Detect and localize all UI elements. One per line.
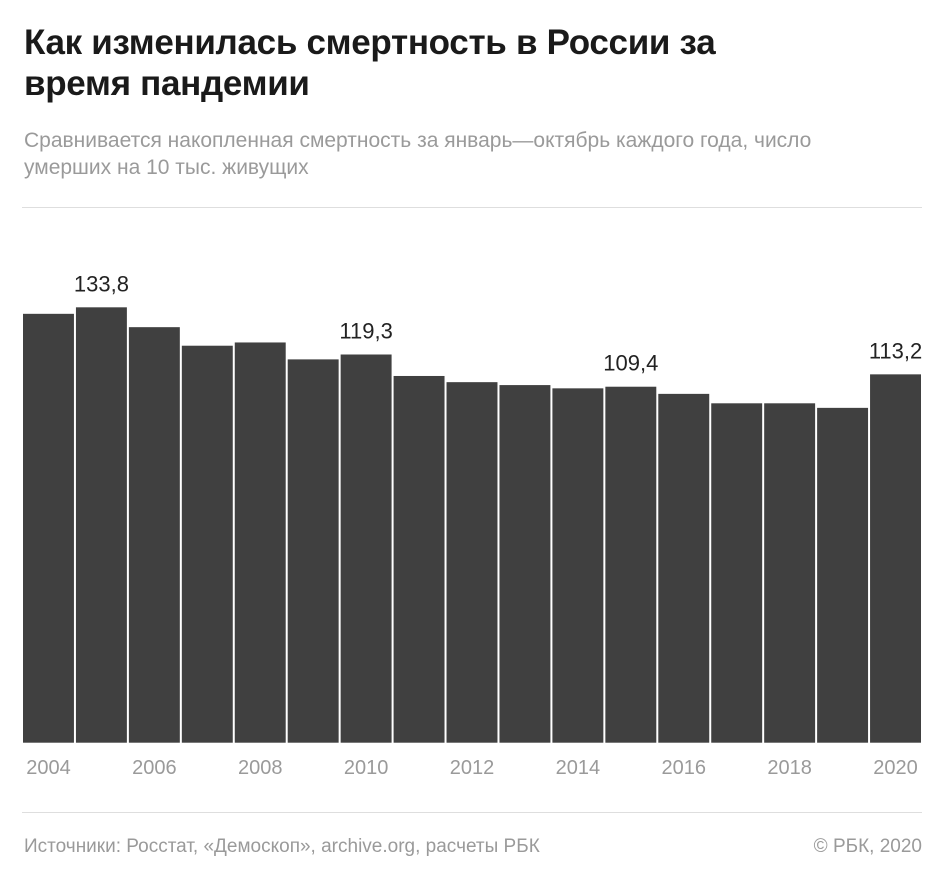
bar-2019 xyxy=(817,407,869,743)
tick-label-2020: 2020 xyxy=(873,757,918,779)
tick-label-2004: 2004 xyxy=(26,757,71,779)
bar-2004 xyxy=(23,313,74,743)
bar-2014 xyxy=(552,388,604,743)
bar-chart: 2004 133,8 2006 2008 119,3 2010 2012 2014 109,4 2… xyxy=(23,271,922,779)
bar-2011 xyxy=(393,375,445,743)
top-divider xyxy=(22,207,922,208)
bar-2006 xyxy=(128,327,180,743)
bar-2016 xyxy=(658,393,710,743)
tick-label-2006: 2006 xyxy=(132,757,177,779)
bar-2020 xyxy=(870,374,921,743)
tick-label-2016: 2016 xyxy=(662,757,707,779)
bar-2008 xyxy=(234,342,286,743)
bar-2009 xyxy=(287,359,339,743)
data-label-2010: 119,3 xyxy=(339,318,392,343)
tick-label-2014: 2014 xyxy=(556,757,601,779)
tick-label-2012: 2012 xyxy=(450,757,495,779)
bar-2012 xyxy=(446,382,498,743)
chart-subtitle: Сравнивается накопленная смертность за я… xyxy=(24,129,812,179)
bottom-divider xyxy=(22,812,922,813)
chart-title: Как изменилась смертность в России за вр… xyxy=(24,23,716,103)
bar-2007 xyxy=(181,345,233,743)
bar-2018 xyxy=(764,403,816,743)
data-label-2020: 113,2 xyxy=(869,338,922,363)
tick-label-2018: 2018 xyxy=(767,757,812,779)
tick-label-2010: 2010 xyxy=(344,757,389,779)
sources-note: Источники: Росстат, «Демоскоп», archive.… xyxy=(24,836,540,857)
bar-2010 xyxy=(340,354,392,743)
bar-2013 xyxy=(499,385,551,743)
data-label-2015: 109,4 xyxy=(603,351,658,376)
bar-2017 xyxy=(711,403,763,743)
tick-label-2008: 2008 xyxy=(238,757,283,779)
data-label-2005: 133,8 xyxy=(74,271,129,296)
bar-2005 xyxy=(75,307,127,743)
bar-2015 xyxy=(605,386,657,743)
copyright: © РБК, 2020 xyxy=(813,836,922,857)
